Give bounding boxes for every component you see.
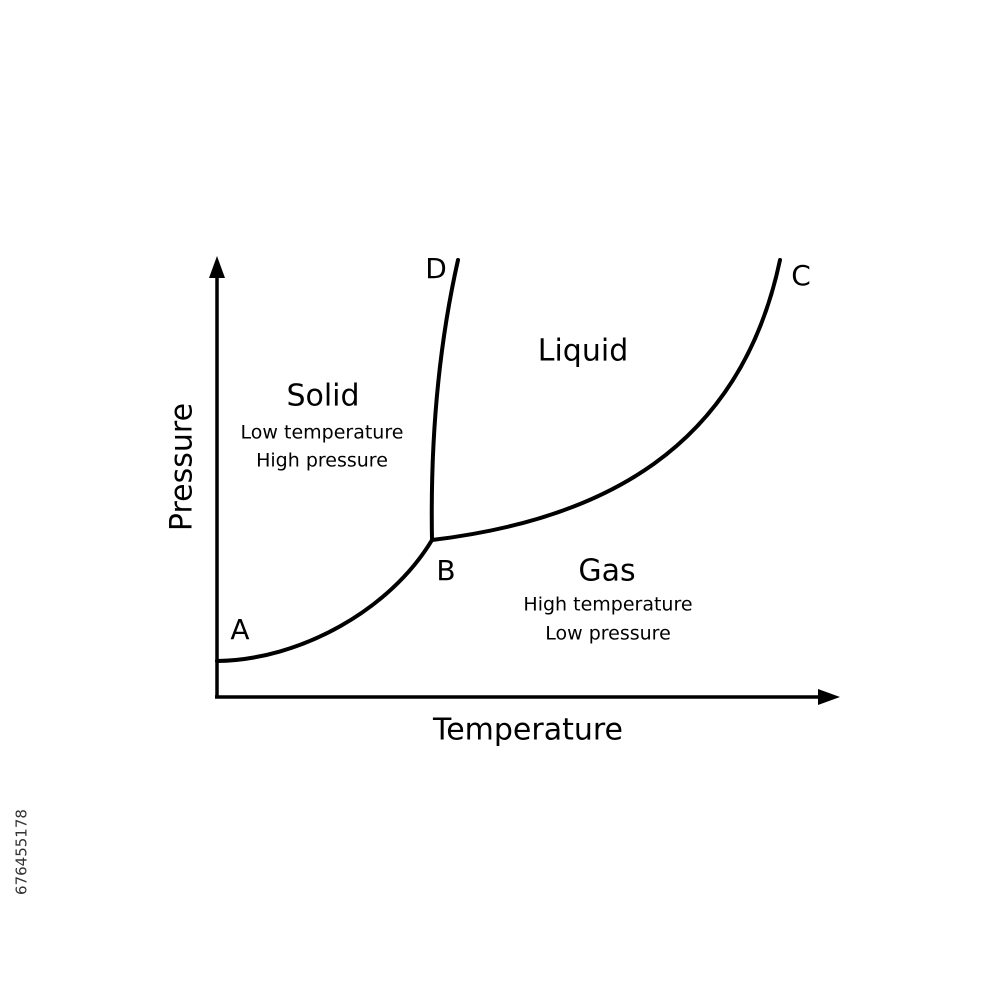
region-text: High temperature — [523, 594, 692, 616]
x-axis-arrow — [818, 689, 840, 705]
point-label: A — [230, 613, 249, 646]
point-label: D — [425, 252, 447, 285]
y-axis-label: Pressure — [165, 403, 200, 531]
region-name: Liquid — [538, 334, 628, 369]
x-axis-label: Temperature — [432, 713, 623, 748]
sublimation-curve — [215, 538, 434, 663]
region-text: High pressure — [256, 450, 388, 472]
region-text: Low temperature — [241, 422, 404, 444]
point-label: C — [791, 259, 811, 292]
region-name: Gas — [578, 554, 635, 589]
melting-curve — [429, 258, 460, 542]
point-label: B — [436, 554, 455, 587]
vaporization-curve — [430, 258, 782, 542]
region-text: Low pressure — [545, 623, 671, 645]
region-name: Solid — [286, 379, 359, 414]
y-axis-arrow — [209, 256, 225, 278]
image-id: 676455178 — [13, 809, 31, 895]
